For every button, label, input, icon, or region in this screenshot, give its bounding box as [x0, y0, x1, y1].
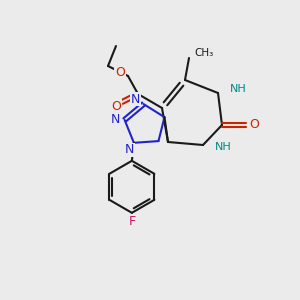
- Text: CH₃: CH₃: [194, 48, 213, 58]
- Text: O: O: [115, 65, 125, 79]
- Text: O: O: [111, 100, 121, 112]
- Text: NH: NH: [230, 84, 247, 94]
- Text: F: F: [128, 215, 135, 228]
- Text: NH: NH: [215, 142, 232, 152]
- Text: N: N: [125, 143, 135, 156]
- Text: N: N: [131, 93, 140, 106]
- Text: O: O: [249, 118, 259, 131]
- Text: N: N: [111, 113, 120, 126]
